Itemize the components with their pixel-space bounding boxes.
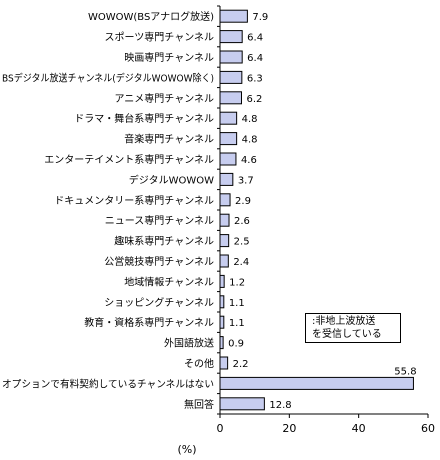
category-label: ショッピングチャンネル	[104, 296, 214, 309]
category-label: アニメ専門チャンネル	[115, 93, 215, 105]
value-label: 12.8	[269, 400, 291, 411]
x-tick-label: 40	[352, 422, 366, 435]
bar	[219, 315, 225, 329]
value-label: 4.8	[242, 135, 258, 146]
value-label: 2.9	[235, 196, 251, 207]
value-label: 2.6	[234, 216, 250, 227]
bar	[219, 274, 225, 288]
value-label: 6.2	[246, 94, 262, 105]
value-label: 4.6	[241, 155, 257, 166]
category-label: 公営競技専門チャンネル	[104, 255, 214, 268]
category-label: 教育・資格系専門チャンネル	[84, 316, 214, 329]
bar	[219, 111, 238, 125]
bar	[219, 213, 230, 227]
category-label: デジタルWOWOW	[129, 173, 214, 186]
bars	[219, 9, 414, 411]
value-label: 6.4	[247, 53, 263, 64]
bar	[219, 30, 243, 44]
bar	[219, 70, 243, 84]
x-tick-label: 0	[217, 422, 224, 435]
value-label: 2.2	[233, 359, 249, 370]
x-ticks: 0 20 40 60	[217, 414, 435, 435]
legend-box: :非地上波放送 を受信している	[305, 313, 401, 343]
legend-line-1: :非地上波放送	[312, 316, 376, 327]
value-label: 2.4	[233, 257, 249, 268]
category-label: ドキュメンタリー系専門チャンネル	[54, 195, 214, 207]
value-label: 55.8	[394, 366, 416, 377]
bar	[219, 193, 231, 207]
bar	[219, 356, 229, 370]
value-label: 1.2	[229, 277, 245, 288]
bar	[219, 397, 265, 411]
category-label: WOWOW(BSアナログ放送)	[88, 10, 214, 23]
category-label: 映画専門チャンネル	[124, 52, 214, 64]
category-label: 外国語放送	[164, 337, 214, 350]
bar	[219, 254, 229, 268]
value-label: 0.9	[228, 339, 244, 350]
category-label: オプションで有料契約しているチャンネルはない	[2, 377, 214, 390]
bar	[219, 91, 242, 105]
category-label: ドラマ・舞台系専門チャンネル	[74, 112, 214, 125]
category-label: 無回答	[184, 398, 214, 411]
category-label: 趣味系専門チャンネル	[114, 235, 214, 248]
category-label: BSデジタル放送チャンネル(デジタルWOWOW除く)	[2, 71, 214, 84]
value-label: 2.5	[234, 237, 250, 248]
unit-label: (%)	[177, 443, 196, 456]
value-label: 6.3	[247, 73, 263, 84]
category-label: スポーツ専門チャンネル	[105, 32, 215, 44]
value-label: 4.8	[242, 114, 258, 125]
bar	[219, 132, 238, 146]
bar	[219, 172, 234, 186]
bar	[219, 9, 248, 23]
value-label: 1.1	[229, 318, 245, 329]
value-labels: 7.9 6.4 6.4 6.3 6.2 4.8 4.8 4.6 3.7 2.9 2.6 2.5 2.4 1…	[228, 12, 416, 411]
category-label: 音楽専門チャンネル	[124, 133, 214, 146]
axes	[217, 5, 428, 415]
value-label: 3.7	[238, 175, 254, 186]
category-label: エンターテイメント系専門チャンネル	[44, 154, 214, 166]
bar	[219, 376, 414, 390]
bar	[219, 295, 225, 309]
value-label: 7.9	[252, 12, 268, 23]
x-tick-label: 20	[282, 422, 296, 435]
category-label: その他	[184, 357, 214, 370]
bar	[219, 152, 237, 166]
bar	[219, 234, 230, 248]
category-label: ニュース専門チャンネル	[105, 215, 214, 227]
x-tick-label: 60	[421, 422, 435, 435]
category-label: 地域情報チャンネル	[124, 275, 214, 288]
legend-line-2: を受信している	[312, 329, 382, 340]
value-label: 1.1	[229, 298, 245, 309]
bar	[219, 50, 243, 64]
value-label: 6.4	[247, 33, 263, 44]
